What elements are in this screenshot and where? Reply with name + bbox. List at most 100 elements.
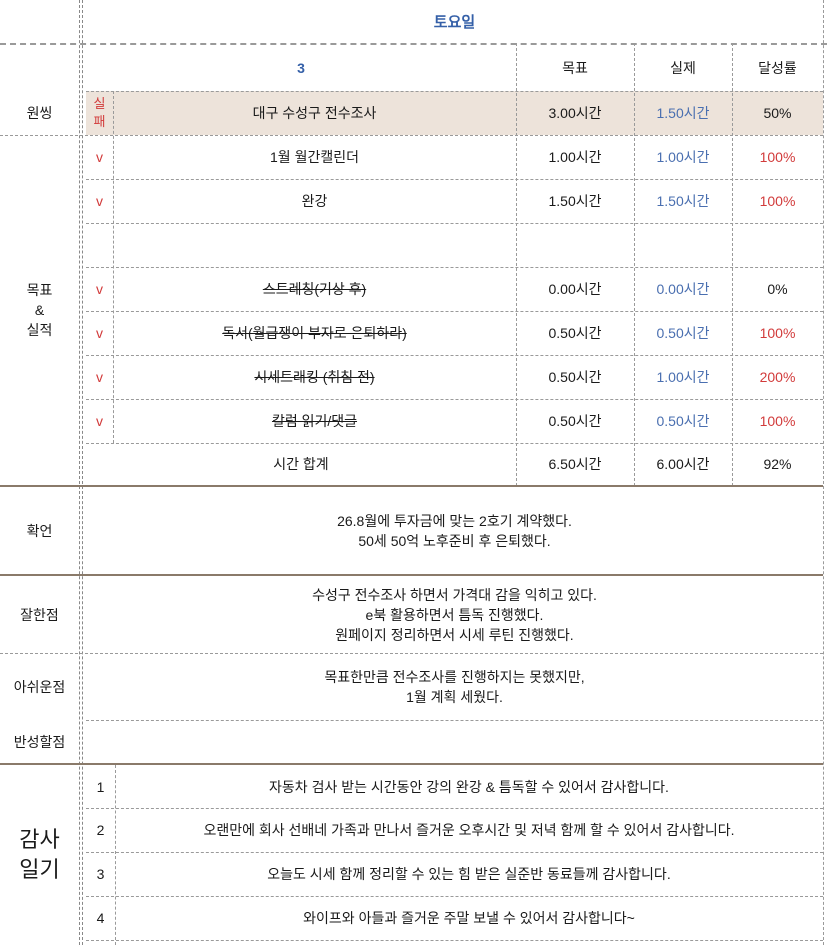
task-actual: 1.00시간 bbox=[656, 369, 710, 385]
goal-col-header: 목표 bbox=[562, 60, 588, 76]
task-check-mark: v bbox=[96, 193, 103, 209]
row-line bbox=[86, 223, 823, 224]
task-rate: 0% bbox=[767, 281, 788, 297]
regrets-label: 아쉬운점 bbox=[13, 679, 66, 695]
task-rate: 100% bbox=[759, 325, 796, 341]
gratitude-text: 자동차 검사 받는 시간동안 강의 완강 & 틈독할 수 있어서 감사합니다. bbox=[269, 778, 669, 795]
gratitude-number: 4 bbox=[96, 910, 105, 926]
task-actual: 1.50시간 bbox=[656, 105, 710, 121]
reflection-text bbox=[86, 720, 823, 763]
task-goal: 0.00시간 bbox=[548, 281, 602, 297]
section-divider bbox=[0, 485, 823, 487]
left-column-divider bbox=[79, 0, 83, 945]
row-line bbox=[86, 720, 823, 721]
total-label: 시간 합계 bbox=[273, 456, 329, 472]
affirmation-text: 26.8월에 투자금에 맞는 2호기 계약했다. 50세 50억 노후준비 후 … bbox=[86, 487, 823, 574]
goal-actual-label-line: 목표 bbox=[26, 282, 53, 298]
col-line bbox=[516, 43, 517, 486]
regret-line: 1월 계획 세웠다. bbox=[406, 689, 503, 705]
task-rate: 100% bbox=[759, 149, 796, 165]
row-line bbox=[86, 311, 823, 312]
goal-actual-label-line: & bbox=[34, 302, 45, 318]
task-check-mark: v bbox=[96, 149, 103, 165]
gratitude-text: 오늘도 시세 함께 정리할 수 있는 힘 받은 실준반 동료들께 감사합니다. bbox=[267, 866, 671, 882]
gratitude-label-line: 일기 bbox=[19, 857, 60, 882]
task-goal: 0.50시간 bbox=[548, 413, 602, 429]
task-col-header: 3 bbox=[297, 60, 305, 76]
row-line bbox=[86, 896, 823, 897]
task-name: 독서(월급쟁이 부자로 은퇴하라) bbox=[222, 325, 407, 341]
rate-col-header: 달성률 bbox=[758, 60, 797, 76]
task-actual: 0.50시간 bbox=[656, 413, 710, 429]
good-point-line: 원페이지 정리하면서 시세 루틴 진행했다. bbox=[335, 626, 574, 643]
row-line bbox=[0, 135, 823, 136]
task-name: 완강 bbox=[301, 193, 328, 209]
row-line bbox=[86, 808, 823, 809]
good-points-text: 수성구 전수조사 하면서 가격대 감을 익히고 있다. e북 활용하면서 틈독 … bbox=[86, 576, 823, 653]
task-rate: 100% bbox=[759, 193, 796, 209]
row-line bbox=[86, 179, 823, 180]
day-title: 토요일 bbox=[433, 14, 476, 31]
task-goal: 0.50시간 bbox=[548, 369, 602, 385]
header-divider bbox=[0, 43, 827, 45]
task-actual: 0.00시간 bbox=[656, 281, 710, 297]
good-point-line: 수성구 전수조사 하면서 가격대 감을 익히고 있다. bbox=[312, 586, 597, 603]
row-line bbox=[0, 653, 823, 654]
task-rate: 50% bbox=[763, 105, 792, 121]
affirmation-line: 50세 50억 노후준비 후 은퇴했다. bbox=[358, 532, 551, 549]
gratitude-text: 오랜만에 회사 선배네 가족과 만나서 즐거운 오후시간 및 저녁 함께 할 수… bbox=[203, 822, 735, 838]
total-rate: 92% bbox=[763, 456, 792, 472]
reflection-label: 반성할점 bbox=[13, 733, 66, 750]
goal-actual-label-line: 실적 bbox=[26, 322, 53, 338]
status-mark-line: 패 bbox=[93, 114, 106, 129]
row-line bbox=[86, 852, 823, 853]
gratitude-number: 2 bbox=[96, 822, 105, 838]
gratitude-label: 감사 일기 bbox=[0, 765, 79, 945]
col-line bbox=[113, 91, 114, 443]
task-check-mark: v bbox=[96, 281, 103, 297]
row-line bbox=[86, 355, 823, 356]
good-points-label: 잘한점 bbox=[20, 606, 59, 623]
task-actual: 1.50시간 bbox=[656, 193, 710, 209]
affirmation-line: 26.8월에 투자금에 맞는 2호기 계약했다. bbox=[337, 512, 572, 529]
goal-actual-label: 목표 & 실적 bbox=[0, 135, 79, 485]
task-name: 칼럼 읽기/댓글 bbox=[271, 413, 358, 429]
gratitude-label-line: 감사 bbox=[19, 827, 60, 852]
gratitude-number: 1 bbox=[96, 778, 105, 795]
col-line bbox=[732, 43, 733, 486]
task-rate: 200% bbox=[759, 369, 796, 385]
row-line bbox=[86, 91, 823, 92]
total-goal: 6.50시간 bbox=[548, 456, 602, 472]
task-actual: 0.50시간 bbox=[656, 325, 710, 341]
wonssing-label: 원씽 bbox=[26, 105, 53, 121]
gratitude-number: 3 bbox=[96, 866, 105, 882]
task-check-mark: v bbox=[96, 413, 103, 429]
section-divider bbox=[0, 763, 823, 765]
gratitude-text: 와이프와 아들과 즐거운 주말 보낼 수 있어서 감사합니다~ bbox=[303, 910, 635, 926]
task-goal: 1.00시간 bbox=[548, 149, 602, 165]
status-mark-line: 실 bbox=[93, 96, 106, 111]
task-goal: 1.50시간 bbox=[548, 193, 602, 209]
regret-line: 목표한만큼 전수조사를 진행하지는 못했지만, bbox=[324, 669, 585, 685]
col-line bbox=[634, 43, 635, 486]
section-divider bbox=[0, 574, 823, 576]
task-check-mark: v bbox=[96, 325, 103, 341]
row-line bbox=[86, 443, 823, 444]
task-actual: 1.00시간 bbox=[656, 149, 710, 165]
row-line bbox=[86, 267, 823, 268]
task-rate: 100% bbox=[759, 413, 796, 429]
empty-task-row bbox=[113, 223, 516, 267]
task-status-mark: 실 패 bbox=[86, 91, 113, 135]
task-name: 1월 월간캘린더 bbox=[270, 149, 359, 165]
regrets-text: 목표한만큼 전수조사를 진행하지는 못했지만, 1월 계획 세웠다. bbox=[86, 654, 823, 720]
total-actual: 6.00시간 bbox=[656, 456, 710, 472]
row-line bbox=[86, 399, 823, 400]
wonssing-row-shade bbox=[86, 91, 823, 135]
task-name: 스트레칭(기상 후) bbox=[262, 281, 367, 297]
good-point-line: e북 활용하면서 틈독 진행했다. bbox=[365, 606, 544, 623]
task-name: 시세트래킹 (취침 전) bbox=[254, 369, 375, 385]
actual-col-header: 실제 bbox=[670, 60, 696, 76]
col-line bbox=[115, 765, 116, 945]
affirmation-label: 확언 bbox=[26, 522, 53, 539]
right-border bbox=[823, 0, 824, 945]
